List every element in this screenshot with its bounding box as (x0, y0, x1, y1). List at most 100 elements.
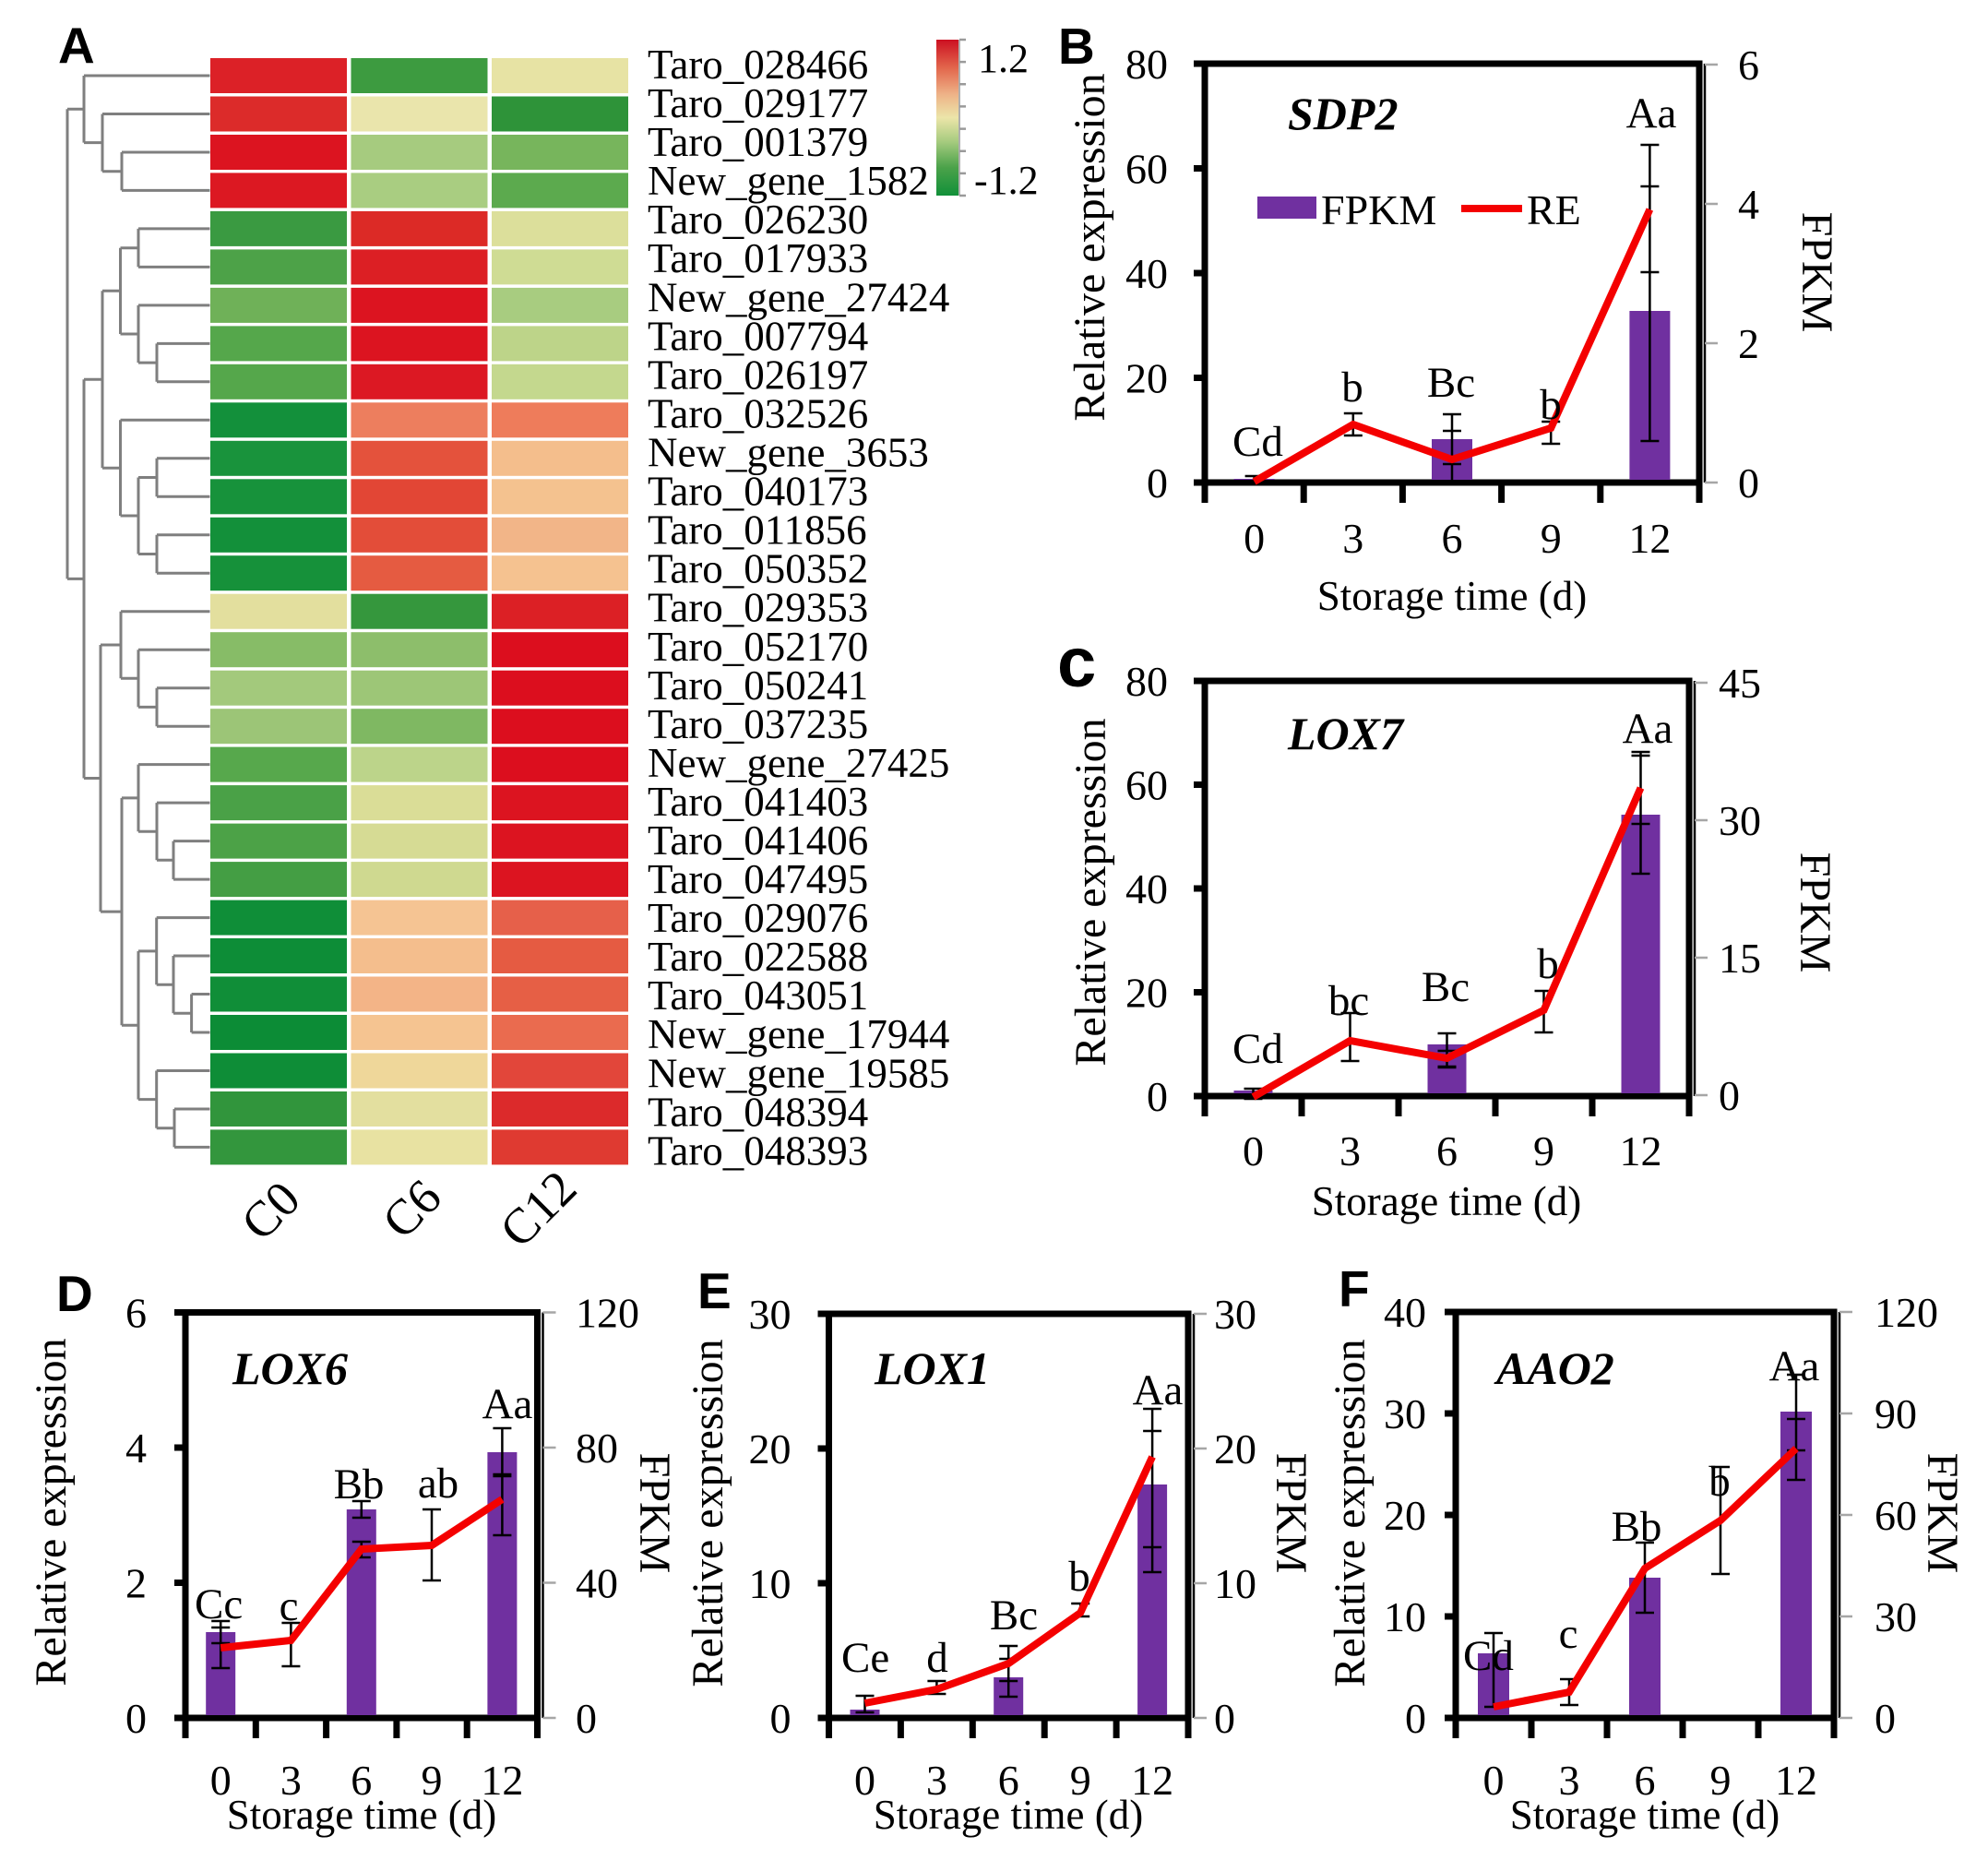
svg-text:FPKM: FPKM (1267, 1453, 1315, 1574)
svg-text:Taro_007794: Taro_007794 (648, 313, 868, 359)
svg-text:0: 0 (576, 1695, 597, 1742)
svg-text:3: 3 (1339, 1127, 1361, 1174)
svg-text:Taro_037235: Taro_037235 (648, 701, 868, 747)
svg-text:30: 30 (1214, 1291, 1256, 1338)
svg-text:20: 20 (1384, 1492, 1426, 1539)
svg-text:D: D (56, 1265, 93, 1322)
svg-text:80: 80 (576, 1425, 618, 1472)
svg-text:40: 40 (576, 1560, 618, 1607)
svg-text:10: 10 (1214, 1560, 1256, 1607)
svg-text:c: c (280, 1582, 299, 1630)
svg-text:0: 0 (125, 1695, 147, 1742)
svg-text:12: 12 (1620, 1127, 1662, 1174)
svg-text:0: 0 (1719, 1072, 1740, 1119)
svg-text:20: 20 (1125, 970, 1168, 1017)
svg-text:6: 6 (125, 1290, 147, 1337)
svg-text:Bb: Bb (334, 1461, 385, 1508)
svg-text:Cd: Cd (1232, 418, 1283, 466)
svg-text:Taro_022588: Taro_022588 (648, 934, 868, 980)
svg-text:12: 12 (1628, 515, 1671, 562)
svg-text:9: 9 (1541, 515, 1562, 562)
svg-text:6: 6 (1436, 1127, 1458, 1174)
svg-text:Taro_029076: Taro_029076 (648, 895, 868, 941)
svg-text:LOX7: LOX7 (1287, 708, 1405, 759)
svg-text:9: 9 (1710, 1757, 1732, 1804)
svg-text:Bc: Bc (990, 1592, 1038, 1639)
svg-text:Taro_050352: Taro_050352 (648, 546, 868, 592)
svg-text:RE: RE (1527, 186, 1581, 233)
svg-text:Aa: Aa (482, 1380, 533, 1428)
svg-text:6: 6 (1635, 1757, 1656, 1804)
svg-text:Storage time (d): Storage time (d) (227, 1792, 496, 1838)
svg-text:0: 0 (1147, 1073, 1168, 1120)
svg-text:0: 0 (770, 1695, 792, 1742)
svg-text:Taro_050241: Taro_050241 (648, 662, 868, 709)
svg-text:12: 12 (481, 1757, 523, 1804)
svg-text:40: 40 (1125, 250, 1168, 297)
svg-text:Cd: Cd (1232, 1025, 1283, 1073)
svg-text:9: 9 (422, 1757, 443, 1804)
svg-text:0: 0 (1147, 459, 1168, 507)
svg-text:Taro_041406: Taro_041406 (648, 817, 868, 864)
svg-text:Taro_028466: Taro_028466 (648, 42, 868, 88)
svg-text:120: 120 (576, 1290, 639, 1337)
svg-text:New_gene_17944: New_gene_17944 (648, 1011, 949, 1057)
svg-text:SDP2: SDP2 (1288, 88, 1398, 139)
svg-text:60: 60 (1125, 762, 1168, 809)
svg-text:12: 12 (1131, 1757, 1173, 1804)
svg-text:c: c (1057, 624, 1096, 702)
svg-text:0: 0 (1483, 1757, 1505, 1804)
svg-text:20: 20 (1214, 1425, 1256, 1472)
svg-text:Aa: Aa (1769, 1342, 1820, 1390)
svg-text:Taro_001379: Taro_001379 (648, 119, 868, 165)
svg-text:2: 2 (1738, 320, 1759, 367)
svg-text:10: 10 (1384, 1593, 1426, 1640)
svg-text:4: 4 (125, 1425, 147, 1472)
svg-text:New_gene_27424: New_gene_27424 (648, 274, 949, 320)
svg-text:Relative expression: Relative expression (27, 1338, 76, 1686)
svg-text:Taro_017933: Taro_017933 (648, 235, 868, 281)
svg-text:b: b (1341, 364, 1363, 411)
svg-text:6: 6 (998, 1757, 1019, 1804)
svg-text:Taro_048393: Taro_048393 (648, 1127, 868, 1174)
svg-text:LOX1: LOX1 (874, 1342, 990, 1394)
svg-text:Aa: Aa (1626, 89, 1677, 137)
svg-text:AAO2: AAO2 (1494, 1342, 1614, 1394)
svg-text:LOX6: LOX6 (232, 1342, 348, 1394)
svg-text:Taro_029177: Taro_029177 (648, 80, 868, 126)
svg-text:90: 90 (1875, 1390, 1917, 1437)
svg-text:b: b (1708, 1458, 1731, 1506)
svg-text:120: 120 (1875, 1289, 1938, 1336)
svg-text:Storage time (d): Storage time (d) (1317, 573, 1587, 619)
svg-text:b: b (1068, 1553, 1090, 1601)
svg-text:Bc: Bc (1427, 359, 1475, 407)
svg-text:Bb: Bb (1612, 1503, 1662, 1551)
svg-text:Taro_040173: Taro_040173 (648, 469, 868, 515)
svg-text:0: 0 (1243, 1127, 1264, 1174)
svg-text:FPKM: FPKM (1321, 186, 1436, 233)
svg-text:-1.2: -1.2 (974, 158, 1039, 203)
svg-text:60: 60 (1125, 146, 1168, 193)
svg-text:FPKM: FPKM (1918, 1453, 1967, 1574)
svg-text:Relative expression: Relative expression (1066, 718, 1115, 1066)
svg-text:Relative expression: Relative expression (1065, 73, 1114, 421)
svg-text:Taro_011856: Taro_011856 (648, 507, 867, 554)
svg-text:ab: ab (418, 1460, 458, 1508)
svg-text:Taro_026197: Taro_026197 (648, 352, 868, 398)
svg-text:12: 12 (1775, 1757, 1817, 1804)
svg-text:Aa: Aa (1133, 1366, 1184, 1414)
svg-text:Bc: Bc (1422, 963, 1470, 1011)
svg-text:20: 20 (1125, 355, 1168, 402)
svg-text:6: 6 (1442, 515, 1463, 562)
svg-text:Cc: Cc (195, 1580, 243, 1628)
svg-text:3: 3 (1559, 1757, 1580, 1804)
svg-text:Aa: Aa (1623, 705, 1673, 753)
svg-text:Taro_048394: Taro_048394 (648, 1089, 868, 1135)
svg-text:d: d (926, 1634, 948, 1682)
svg-text:4: 4 (1738, 181, 1759, 228)
svg-text:New_gene_3653: New_gene_3653 (648, 430, 929, 476)
svg-text:b: b (1540, 381, 1562, 429)
svg-text:Taro_043051: Taro_043051 (648, 972, 868, 1019)
svg-text:Storage time (d): Storage time (d) (1312, 1178, 1581, 1224)
svg-text:FPKM: FPKM (630, 1453, 679, 1574)
